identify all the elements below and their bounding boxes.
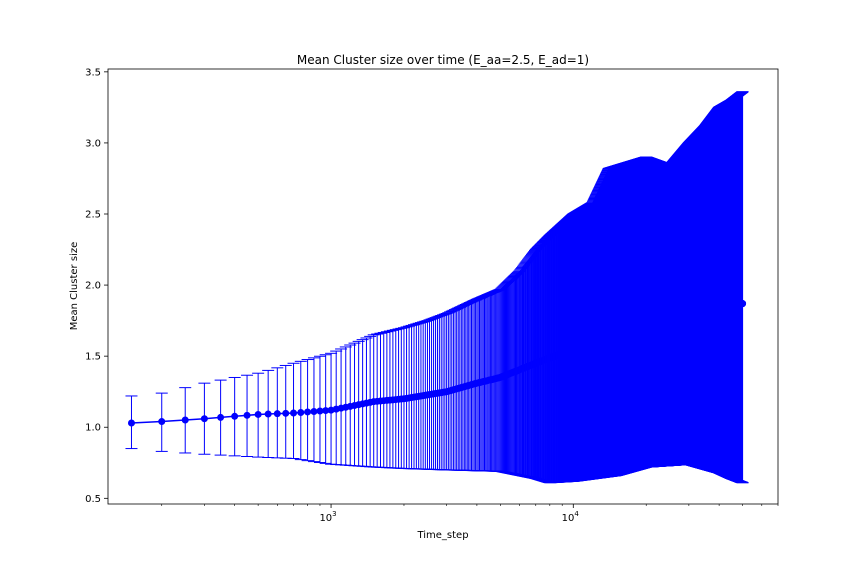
- y-tick-label: 3.5: [85, 67, 101, 78]
- data-point: [316, 407, 324, 415]
- data-point: [158, 418, 166, 426]
- data-point: [304, 408, 312, 416]
- y-tick-label: 0.5: [85, 494, 101, 505]
- data-point: [254, 410, 262, 418]
- data-point: [200, 415, 208, 423]
- y-tick-label: 1.5: [85, 352, 101, 363]
- data-point: [290, 409, 298, 417]
- data-point: [217, 413, 225, 421]
- data-point: [273, 410, 281, 418]
- y-axis-label: Mean Cluster size: [69, 242, 80, 331]
- y-tick-label: 2.0: [85, 281, 101, 292]
- y-tick-label: 1.0: [85, 423, 101, 434]
- data-point: [243, 411, 251, 419]
- data-point: [322, 407, 330, 415]
- y-tick-label: 3.0: [85, 138, 101, 149]
- data-point: [282, 409, 290, 417]
- y-tick-label: 2.5: [85, 210, 101, 221]
- data-point: [310, 407, 318, 415]
- data-point: [127, 419, 135, 427]
- data-point: [739, 300, 747, 308]
- plot-area: [125, 91, 749, 484]
- chart-title: Mean Cluster size over time (E_aa=2.5, E…: [297, 53, 589, 67]
- data-point: [181, 416, 189, 424]
- axes-frame: [107, 68, 779, 505]
- data-point: [264, 410, 272, 418]
- data-point: [297, 408, 305, 416]
- series-0: [125, 91, 749, 484]
- x-axis-label: Time_step: [416, 530, 468, 541]
- data-point: [231, 412, 239, 420]
